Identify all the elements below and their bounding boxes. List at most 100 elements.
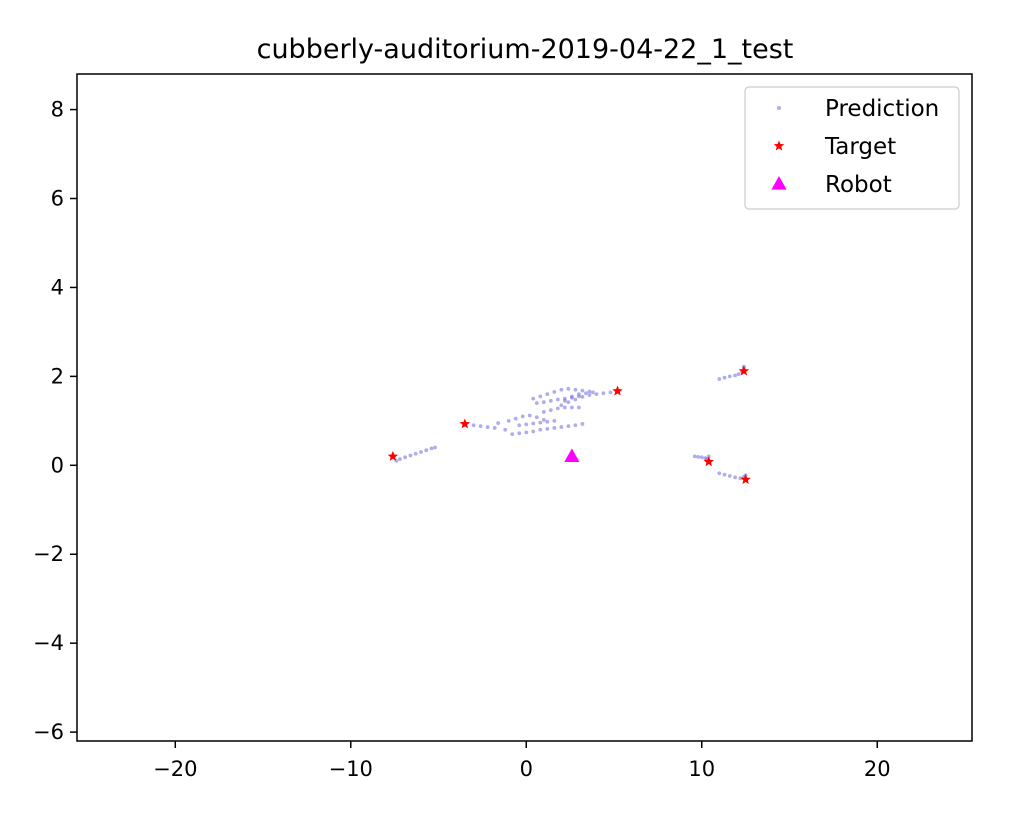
prediction-point bbox=[478, 424, 483, 429]
prediction-point bbox=[506, 418, 511, 423]
prediction-point bbox=[738, 476, 743, 481]
prediction-point bbox=[594, 392, 599, 397]
prediction-point bbox=[573, 397, 578, 402]
chart-title: cubberly-auditorium-2019-04-22_1_test bbox=[257, 34, 794, 65]
prediction-point bbox=[608, 390, 613, 395]
prediction-point bbox=[496, 421, 501, 425]
y-tick-label: −6 bbox=[33, 720, 64, 744]
prediction-point bbox=[531, 396, 536, 401]
legend-label: Target bbox=[824, 134, 896, 160]
prediction-point bbox=[538, 427, 543, 432]
prediction-point bbox=[433, 445, 437, 450]
y-tick-label: 8 bbox=[51, 98, 64, 122]
prediction-point bbox=[727, 474, 732, 478]
legend-target-marker bbox=[773, 140, 785, 151]
prediction-point bbox=[398, 457, 402, 461]
target-point bbox=[738, 365, 750, 376]
prediction-point bbox=[577, 405, 581, 410]
prediction-point bbox=[541, 400, 546, 405]
prediction-point bbox=[552, 418, 557, 423]
prediction-point bbox=[534, 415, 539, 420]
prediction-point bbox=[566, 386, 571, 391]
legend-label: Robot bbox=[825, 172, 892, 198]
prediction-point bbox=[580, 394, 585, 399]
prediction-point bbox=[541, 418, 546, 422]
y-tick-label: −4 bbox=[33, 631, 64, 655]
prediction-point bbox=[692, 454, 697, 459]
prediction-point bbox=[577, 392, 581, 397]
prediction-point bbox=[601, 391, 606, 396]
y-tick-label: 2 bbox=[51, 364, 64, 388]
y-tick-label: 4 bbox=[51, 275, 64, 299]
y-tick-label: 0 bbox=[51, 453, 64, 477]
y-tick-label: 6 bbox=[51, 187, 64, 211]
prediction-point bbox=[548, 398, 553, 403]
prediction-point bbox=[485, 425, 490, 429]
prediction-point bbox=[569, 405, 574, 410]
prediction-point bbox=[584, 391, 588, 396]
legend-prediction-marker bbox=[777, 106, 781, 110]
y-tick-label: −2 bbox=[33, 542, 64, 566]
prediction-point bbox=[580, 422, 585, 426]
prediction-point bbox=[552, 426, 557, 430]
prediction-point bbox=[524, 422, 529, 427]
target-point bbox=[387, 450, 399, 461]
prediction-point bbox=[419, 450, 423, 454]
prediction-point bbox=[555, 397, 560, 402]
plot-frame bbox=[76, 73, 973, 742]
target-point bbox=[703, 456, 714, 467]
x-tick-label: −20 bbox=[153, 757, 197, 781]
prediction-point bbox=[424, 448, 429, 453]
prediction-point bbox=[513, 416, 518, 421]
prediction-point bbox=[733, 373, 737, 378]
prediction-point bbox=[733, 475, 737, 480]
prediction-point bbox=[527, 413, 532, 418]
prediction-point bbox=[503, 427, 508, 432]
prediction-point bbox=[573, 387, 578, 392]
legend-robot-marker bbox=[771, 176, 787, 190]
prediction-point bbox=[545, 426, 550, 431]
prediction-point bbox=[524, 430, 529, 435]
prediction-point bbox=[717, 377, 722, 381]
prediction-point bbox=[545, 419, 550, 424]
prediction-point bbox=[492, 426, 497, 430]
prediction-point bbox=[717, 471, 722, 476]
prediction-point bbox=[696, 454, 701, 459]
x-tick-label: 10 bbox=[688, 757, 715, 781]
prediction-point bbox=[559, 425, 564, 429]
prediction-point bbox=[569, 394, 574, 399]
x-tick-label: 20 bbox=[864, 757, 891, 781]
target-point bbox=[740, 474, 751, 484]
prediction-point bbox=[408, 453, 413, 458]
prediction-point bbox=[534, 401, 539, 405]
legend-box bbox=[744, 86, 960, 210]
prediction-point bbox=[531, 421, 536, 426]
prediction-point bbox=[580, 388, 585, 393]
prediction-point bbox=[587, 389, 592, 394]
legend: Prediction Target Robot bbox=[744, 86, 960, 210]
target-point bbox=[612, 385, 623, 396]
prediction-point bbox=[403, 455, 408, 460]
prediction-point bbox=[587, 393, 592, 397]
prediction-point bbox=[727, 374, 732, 379]
prediction-point bbox=[541, 410, 546, 414]
prediction-point bbox=[562, 405, 567, 410]
prediction-point bbox=[429, 446, 434, 451]
prediction-point bbox=[555, 406, 560, 411]
legend-label: Prediction bbox=[825, 96, 939, 122]
prediction-point bbox=[736, 372, 741, 377]
prediction-point bbox=[413, 451, 418, 456]
prediction-point bbox=[559, 387, 564, 392]
x-tick-label: −10 bbox=[329, 757, 373, 781]
prediction-point bbox=[562, 398, 567, 403]
prediction-point bbox=[552, 390, 557, 394]
prediction-point bbox=[538, 394, 543, 399]
prediction-point bbox=[722, 472, 727, 477]
prediction-point bbox=[517, 423, 522, 428]
target-point bbox=[459, 418, 471, 429]
prediction-point bbox=[548, 408, 553, 413]
robot-point bbox=[564, 448, 580, 463]
prediction-point bbox=[538, 420, 543, 425]
prediction-point bbox=[471, 423, 476, 428]
